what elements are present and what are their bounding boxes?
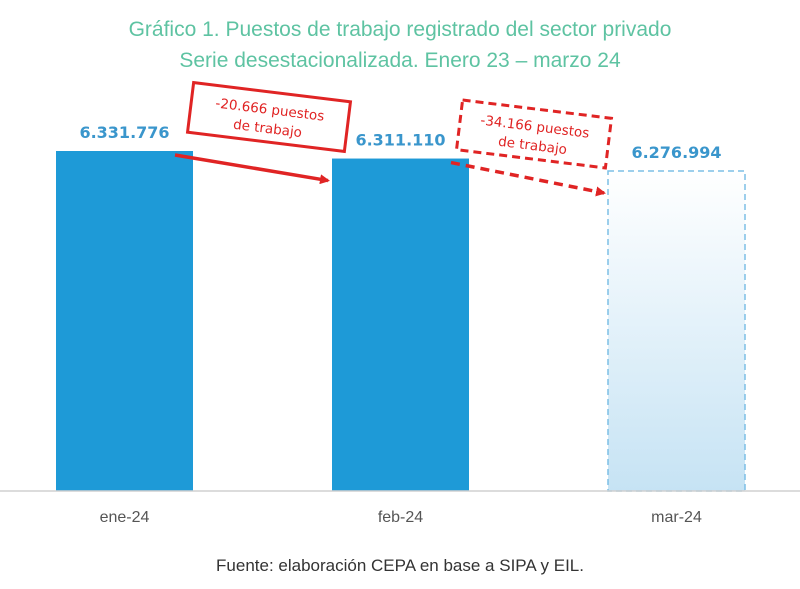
annotation-box-2: [454, 98, 614, 170]
bar-mar-24: [607, 170, 746, 492]
value-label-feb-24: 6.311.110: [355, 131, 445, 150]
x-tick-ene-24: ene-24: [100, 509, 150, 526]
bars-group: [56, 151, 746, 492]
value-label-ene-24: 6.331.776: [79, 123, 169, 142]
annotation-arrow-2: [450, 160, 606, 197]
value-label-mar-24: 6.276.994: [631, 143, 721, 162]
x-tick-mar-24: mar-24: [651, 509, 702, 526]
annotation-arrow-1: [174, 153, 330, 185]
annotation-box-1: [185, 80, 353, 154]
bar-ene-24: [56, 151, 193, 491]
source-note: Fuente: elaboración CEPA en base a SIPA …: [216, 556, 584, 575]
bar-feb-24: [332, 158, 469, 492]
value-labels-group: 6.331.776 6.311.110 6.276.994: [79, 123, 721, 162]
chart-subtitle: Serie desestacionalizada. Enero 23 – mar…: [179, 49, 621, 72]
x-tick-feb-24: feb-24: [378, 509, 423, 526]
x-axis-ticks: ene-24 feb-24 mar-24: [100, 509, 702, 526]
chart-title: Gráfico 1. Puestos de trabajo registrado…: [129, 18, 672, 41]
